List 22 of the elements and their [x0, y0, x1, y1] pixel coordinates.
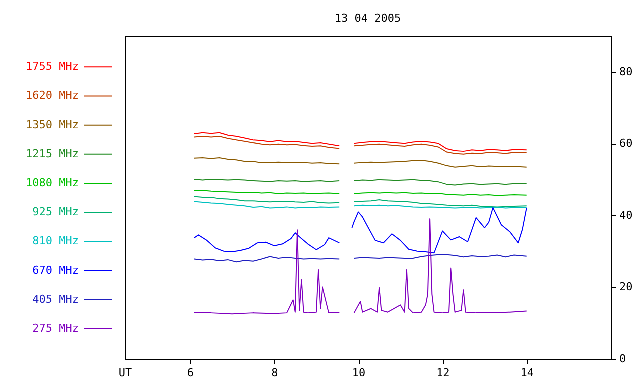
x-tick-label: 6: [187, 366, 194, 380]
y-tick-label: 80: [620, 65, 633, 78]
legend-label: 925 MHz: [32, 206, 79, 219]
legend-label: 670 MHz: [32, 264, 79, 277]
legend-label: 1620 MHz: [26, 89, 79, 102]
legend-label: 405 MHz: [32, 292, 79, 306]
x-axis-title: UT: [118, 366, 132, 380]
y-tick-label: 40: [620, 208, 633, 222]
legend-label: 1215 MHz: [26, 147, 79, 160]
legend-label: 1350 MHz: [26, 118, 79, 132]
y-tick-label: 60: [620, 137, 633, 150]
x-tick-label: 10: [352, 366, 366, 380]
x-tick-label: 14: [520, 366, 534, 380]
legend-label: 810 MHz: [32, 234, 79, 248]
y-tick-label: 20: [620, 280, 633, 294]
chart-title: 13 04 2005: [334, 12, 402, 25]
legend-label: 275 MHz: [32, 322, 79, 336]
legend-label: 1755 MHz: [26, 60, 79, 74]
x-tick-label: 12: [436, 366, 450, 380]
x-tick-label: 8: [272, 366, 278, 380]
legend-label: 1080 MHz: [26, 176, 79, 190]
y-tick-label: 0: [620, 352, 626, 366]
